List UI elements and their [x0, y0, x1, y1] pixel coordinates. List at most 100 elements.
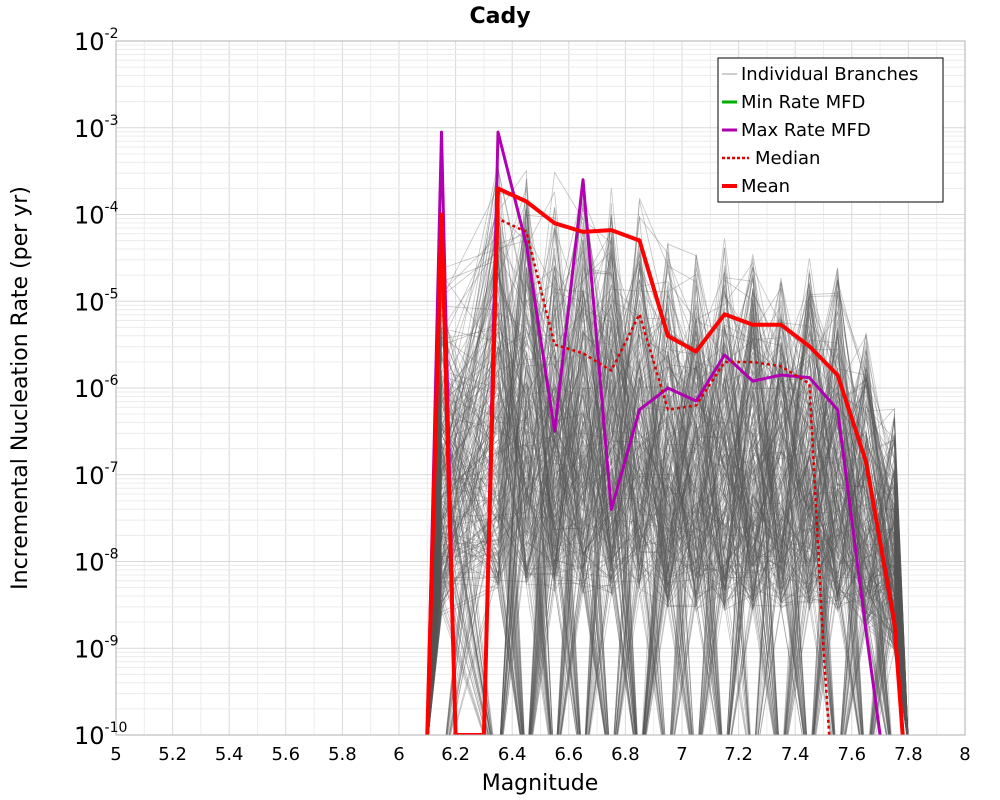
branch-line — [427, 294, 909, 735]
branch-line — [427, 393, 909, 735]
branch-line — [427, 266, 909, 735]
branch-layer — [427, 163, 909, 735]
branch-line — [427, 215, 909, 735]
y-tick-label: 10-3 — [74, 113, 119, 143]
branch-line — [427, 250, 908, 735]
branch-line — [427, 333, 891, 735]
branch-line — [427, 278, 909, 735]
branch-line — [427, 336, 908, 735]
branch-line — [427, 261, 908, 735]
branch-line — [427, 286, 908, 735]
branch-line — [427, 341, 909, 735]
branch-line — [427, 207, 908, 735]
branch-line — [427, 233, 908, 735]
branch-line — [427, 386, 908, 735]
series-line-median — [426, 213, 831, 735]
branch-line — [427, 304, 908, 735]
branch-line — [427, 284, 909, 735]
branch-line — [427, 267, 909, 735]
branch-line — [427, 228, 908, 735]
branch-line — [427, 328, 861, 735]
branch-line — [427, 381, 908, 735]
branch-line — [427, 279, 891, 735]
branch-line — [427, 396, 908, 735]
branch-line — [427, 348, 908, 735]
branch-line — [447, 253, 909, 735]
branch-line — [427, 307, 909, 735]
branch-line — [427, 263, 909, 735]
branch-line — [427, 288, 908, 735]
branch-line — [427, 228, 908, 735]
branch-line — [427, 179, 908, 735]
branch-line — [427, 218, 909, 735]
x-tick-label: 8 — [959, 744, 970, 765]
branch-line — [427, 246, 909, 735]
branch-line — [427, 311, 891, 735]
branch-line — [427, 290, 909, 735]
branch-line — [427, 318, 890, 735]
branch-line — [427, 271, 909, 735]
branch-line — [427, 284, 908, 735]
branch-line — [427, 256, 908, 735]
branch-line — [427, 282, 909, 735]
branch-line — [427, 221, 908, 735]
branch-line — [427, 330, 909, 735]
branch-line — [427, 200, 909, 735]
branch-line — [448, 333, 909, 735]
branch-line — [427, 314, 908, 735]
branch-line — [427, 255, 908, 735]
branch-line — [427, 332, 909, 735]
branch-line — [427, 261, 909, 735]
branch-line — [427, 228, 909, 735]
branch-line — [427, 279, 909, 735]
branch-line — [427, 220, 908, 735]
y-tick-label: 10-9 — [74, 633, 119, 663]
branch-line — [427, 260, 909, 735]
branch-line — [501, 367, 908, 735]
branch-line — [427, 258, 908, 735]
branch-line — [427, 352, 909, 735]
branch-line — [427, 258, 909, 735]
branch-line — [427, 277, 909, 735]
branch-line — [427, 330, 909, 735]
branch-line — [427, 202, 909, 735]
branch-line — [427, 217, 909, 735]
branch-line — [427, 331, 908, 735]
branch-line — [427, 353, 909, 735]
branch-line — [427, 266, 909, 735]
branch-line — [427, 289, 908, 735]
branch-line — [427, 200, 908, 735]
branch-line — [427, 277, 890, 735]
y-tick-labels: 10-2 10-3 10-4 10-5 10-6 10-7 10-8 10-9 10-10 — [74, 26, 127, 750]
branch-line — [427, 239, 908, 735]
branch-line — [453, 261, 909, 735]
branch-line — [427, 305, 908, 735]
x-tick-label: 7.4 — [781, 744, 810, 765]
branch-line — [427, 311, 909, 735]
branch-line — [427, 325, 908, 735]
legend: Individual Branches Min Rate MFD Max Rate … — [717, 57, 944, 203]
branch-line — [427, 187, 909, 735]
branch-line — [452, 272, 909, 735]
branch-line — [427, 274, 908, 735]
x-tick-label: 5.2 — [158, 744, 187, 765]
branch-line — [427, 364, 909, 735]
branch-line — [427, 278, 909, 735]
branch-line — [427, 178, 908, 735]
series-line-mean — [425, 186, 905, 735]
branch-line — [427, 203, 908, 735]
branch-line — [427, 406, 908, 735]
branch-line — [427, 238, 908, 735]
branch-line — [427, 289, 908, 735]
branch-line — [427, 319, 908, 735]
branch-line — [427, 355, 908, 735]
legend-label: Mean — [741, 176, 790, 197]
branch-line — [427, 302, 908, 735]
legend-label: Max Rate MFD — [741, 120, 871, 141]
branch-line — [427, 342, 909, 735]
branch-line — [427, 279, 909, 735]
y-tick-label: 10-10 — [74, 720, 127, 750]
branch-line — [427, 237, 908, 735]
legend-label: Median — [755, 148, 820, 169]
